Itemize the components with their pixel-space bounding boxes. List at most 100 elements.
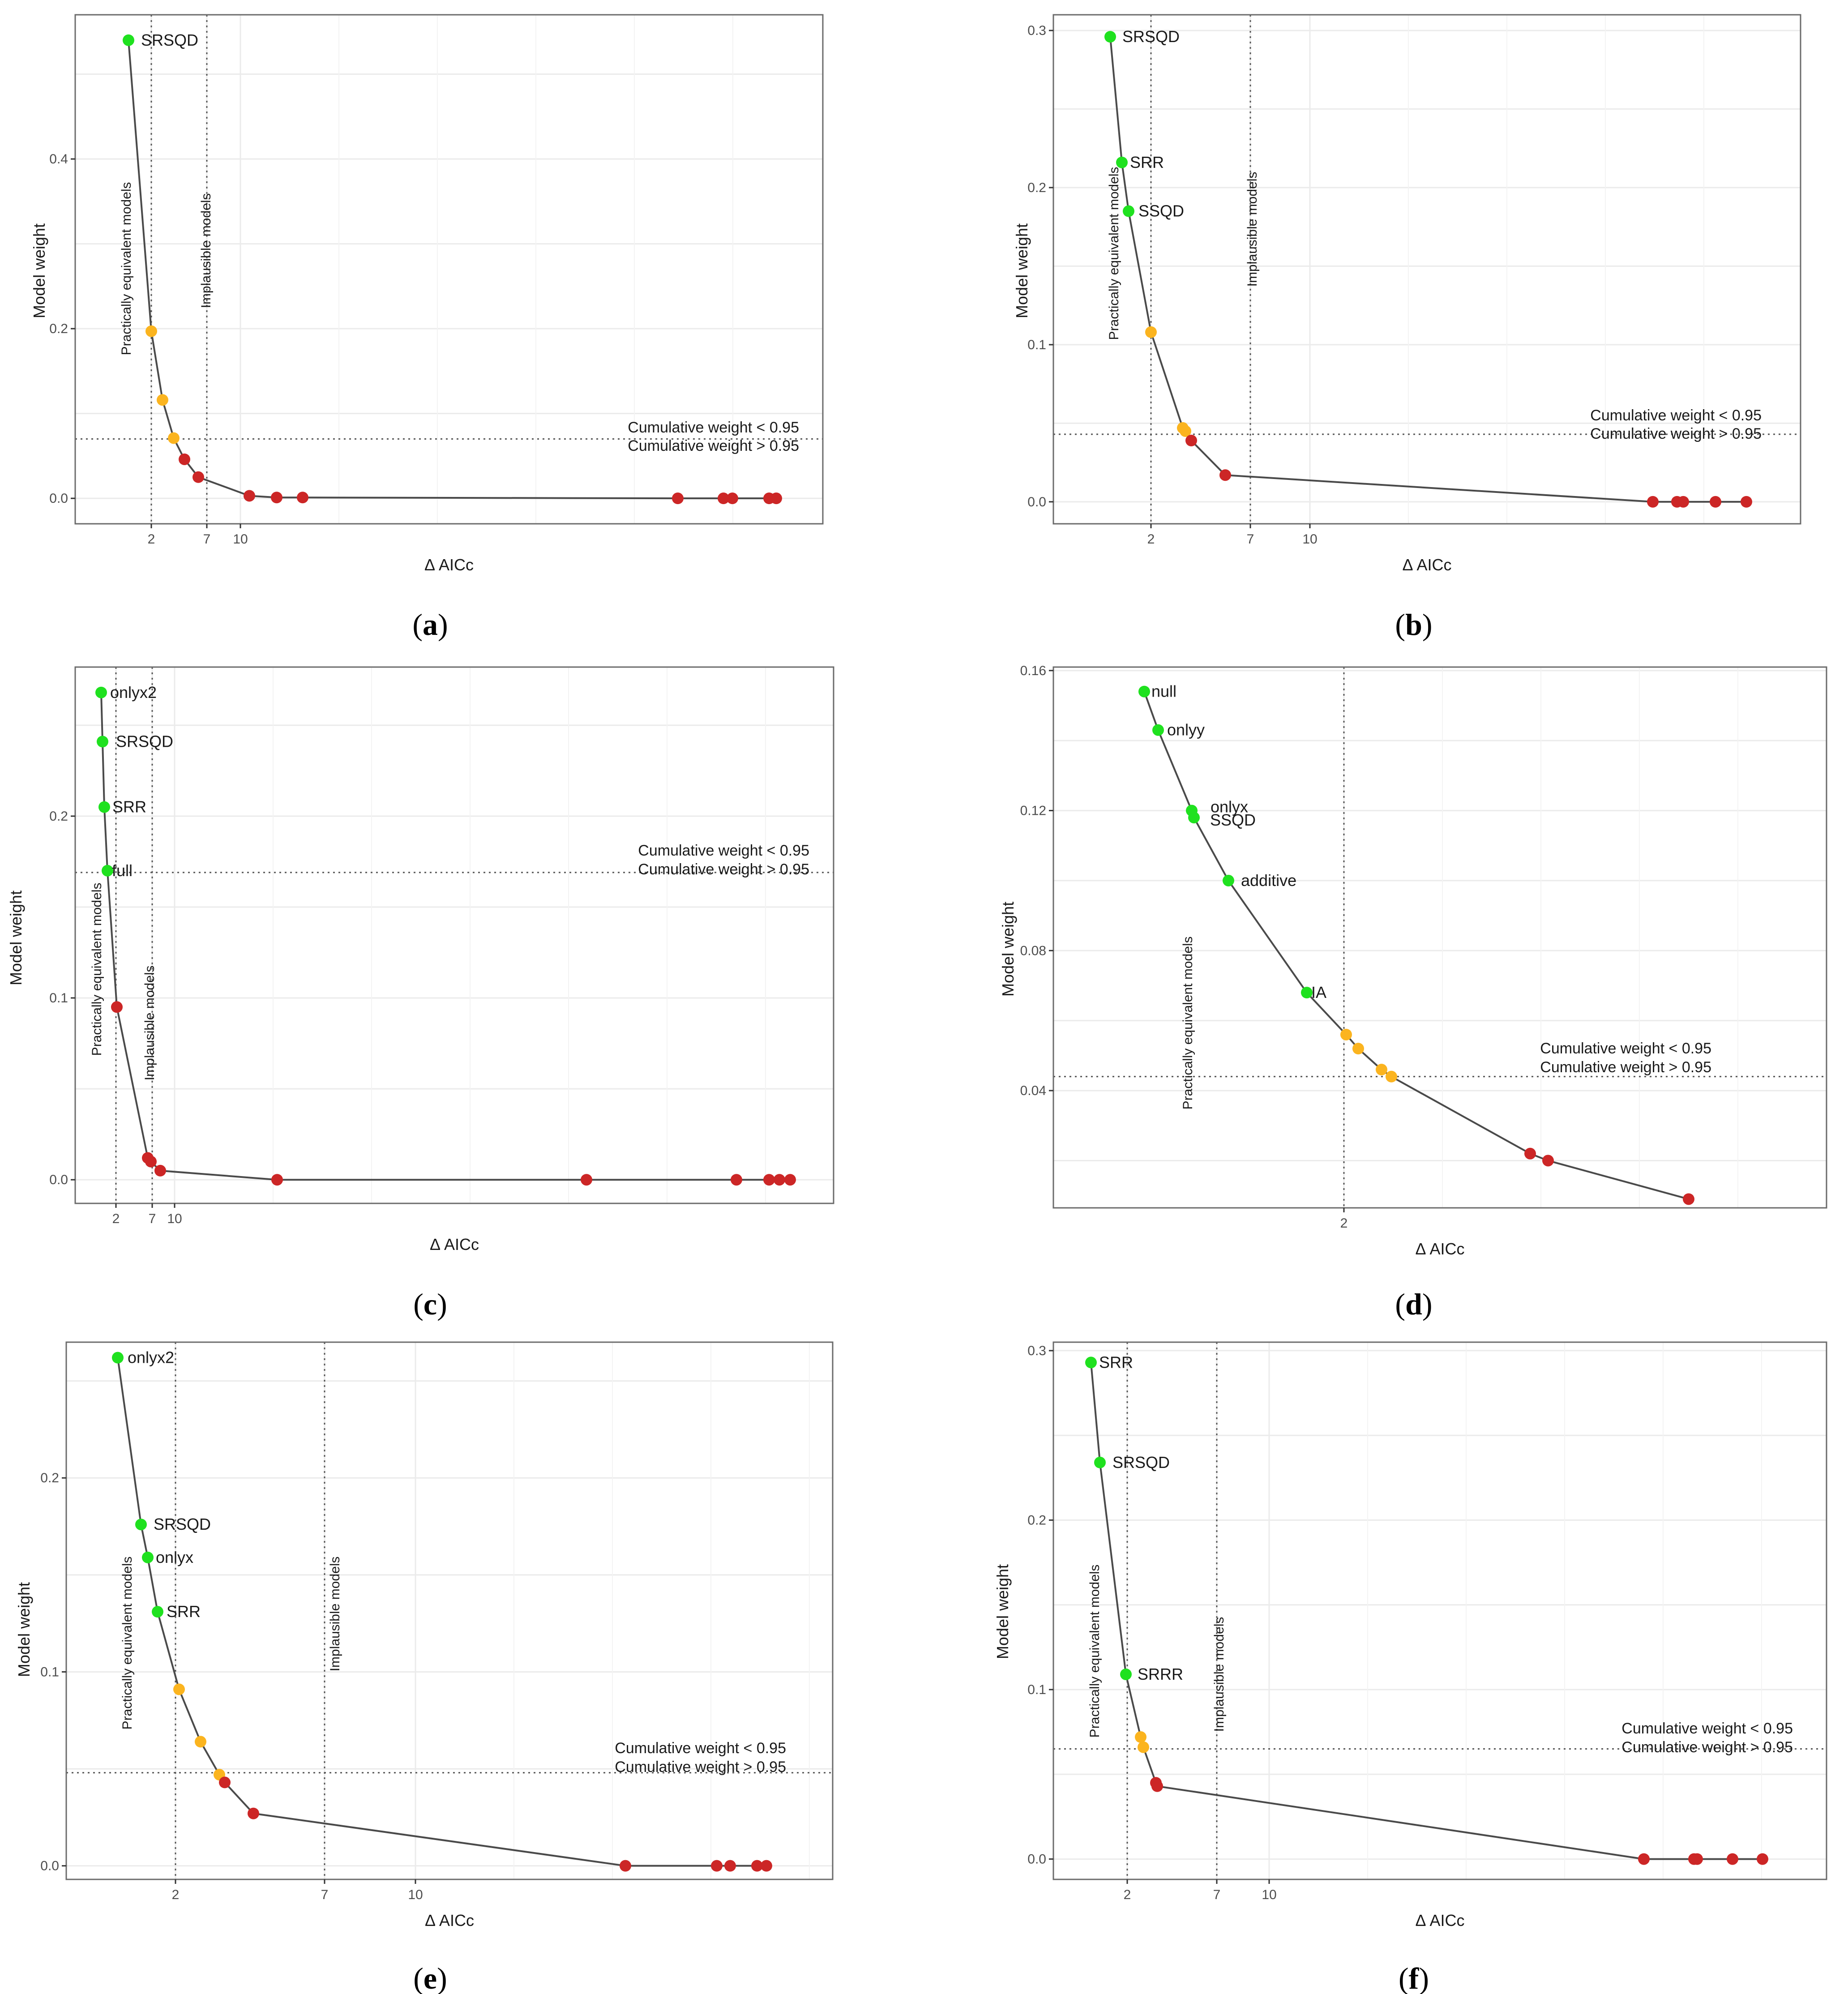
plot-frame <box>74 14 824 525</box>
y-tick-label: 0.1 <box>1027 338 1046 352</box>
y-tick-label: 0.12 <box>1020 804 1046 818</box>
data-point <box>168 432 180 444</box>
data-point <box>1151 1780 1163 1792</box>
data-point <box>271 1174 283 1186</box>
data-point <box>763 1174 775 1186</box>
data-point <box>727 492 738 505</box>
plot-background <box>66 1342 833 1879</box>
y-tick-label: 0.0 <box>1027 495 1046 509</box>
panel-b: Practically equivalent models Implausible… <box>1013 14 1801 574</box>
region-label: Implausible models <box>328 1557 342 1672</box>
cumulative-label: Cumulative weight < 0.95 <box>1621 1720 1793 1737</box>
y-tick-label: 0.16 <box>1020 663 1046 678</box>
plot-background <box>1053 1342 1827 1879</box>
data-point <box>1223 874 1234 886</box>
data-point <box>152 1606 163 1618</box>
x-tick-label: 7 <box>1213 1887 1221 1902</box>
data-point <box>1116 156 1128 168</box>
grid <box>1053 15 1801 524</box>
cumulative-label: Cumulative weight > 0.95 <box>615 1759 786 1776</box>
data-point <box>1219 469 1231 481</box>
caption-f: (f) <box>1399 1961 1429 1994</box>
point-label: IA <box>1311 983 1326 1001</box>
x-axis-title: Δ AICc <box>1402 556 1451 574</box>
data-point <box>751 1860 763 1872</box>
x-tick-label: 10 <box>233 532 248 547</box>
region-label: Implausible models <box>1212 1617 1227 1732</box>
data-point <box>1677 496 1689 508</box>
caption-d: (d) <box>1395 1287 1432 1321</box>
plot-frame <box>74 666 834 1204</box>
data-point <box>774 1174 785 1186</box>
data-point <box>1647 496 1659 508</box>
region-label: Practically equivalent models <box>1087 1565 1102 1738</box>
data-point <box>1376 1064 1387 1076</box>
point-label: SSQD <box>1138 202 1184 220</box>
y-tick-label: 0.3 <box>1027 1344 1046 1358</box>
data-point <box>1138 1741 1149 1753</box>
region-label: Practically equivalent models <box>119 182 134 355</box>
y-tick-label: 0.2 <box>1027 180 1046 195</box>
data-point <box>1301 987 1313 999</box>
data-point <box>219 1776 231 1789</box>
y-tick-label: 0.08 <box>1020 943 1046 958</box>
data-point <box>1638 1853 1650 1865</box>
y-tick-label: 0.0 <box>49 491 68 506</box>
x-tick-label: 10 <box>167 1211 182 1226</box>
data-point <box>1683 1193 1694 1205</box>
data-point <box>672 492 684 505</box>
data-point <box>97 736 108 748</box>
data-point <box>102 864 113 877</box>
caption-c: (c) <box>413 1287 447 1321</box>
region-label: Practically equivalent models <box>1181 937 1195 1110</box>
cumulative-label: Cumulative weight < 0.95 <box>628 419 799 436</box>
x-tick-label: 10 <box>1302 532 1317 547</box>
plot-frame <box>65 1341 834 1880</box>
point-label: null <box>1151 682 1176 701</box>
panel-f: Practically equivalent models Implausible… <box>993 1341 1827 1930</box>
x-tick-label: 2 <box>1147 532 1155 547</box>
data-point <box>1104 31 1116 43</box>
point-label: SRSQD <box>1112 1453 1170 1472</box>
data-point <box>1352 1043 1364 1055</box>
data-point <box>1135 1731 1146 1743</box>
x-tick-label: 2 <box>112 1211 120 1226</box>
data-point <box>98 801 110 813</box>
point-label: SRSQD <box>154 1515 211 1533</box>
x-axis-title: Δ AICc <box>1415 1911 1464 1930</box>
point-label: SRSQD <box>141 31 198 49</box>
plot-frame <box>1052 666 1827 1209</box>
y-axis-title: Model weight <box>999 902 1017 997</box>
y-axis-title: Model weight <box>15 1582 33 1677</box>
data-point <box>724 1860 736 1872</box>
data-point <box>1757 1853 1768 1865</box>
y-tick-label: 0.2 <box>40 1471 59 1485</box>
cumulative-label: Cumulative weight > 0.95 <box>1540 1059 1711 1076</box>
y-axis-title: Model weight <box>7 890 25 985</box>
data-point <box>111 1001 123 1013</box>
plot-background <box>1053 667 1827 1208</box>
y-tick-label: 0.0 <box>40 1859 59 1874</box>
data-point <box>770 492 782 505</box>
panel-a: Practically equivalent models Implausible… <box>30 14 824 574</box>
data-point <box>145 1155 157 1168</box>
captions: (a) (b) (c) (d) (e) (f) <box>412 608 1432 1994</box>
plot-background <box>75 667 834 1203</box>
point-label: SRR <box>167 1602 201 1621</box>
x-axis-title: Δ AICc <box>424 556 474 574</box>
data-point <box>195 1736 206 1748</box>
data-point <box>1727 1853 1738 1865</box>
caption-b: (b) <box>1395 608 1432 642</box>
y-axis-title: Model weight <box>1013 223 1031 318</box>
y-tick-label: 0.1 <box>1027 1682 1046 1697</box>
data-point <box>711 1860 723 1872</box>
data-point <box>135 1519 147 1531</box>
data-point <box>142 1551 154 1563</box>
data-point <box>95 686 107 698</box>
y-tick-label: 0.1 <box>40 1665 59 1679</box>
data-point <box>179 453 190 465</box>
data-point <box>718 492 729 505</box>
panel-c: Practically equivalent models Implausible… <box>7 666 834 1254</box>
caption-e: (e) <box>413 1961 447 1994</box>
